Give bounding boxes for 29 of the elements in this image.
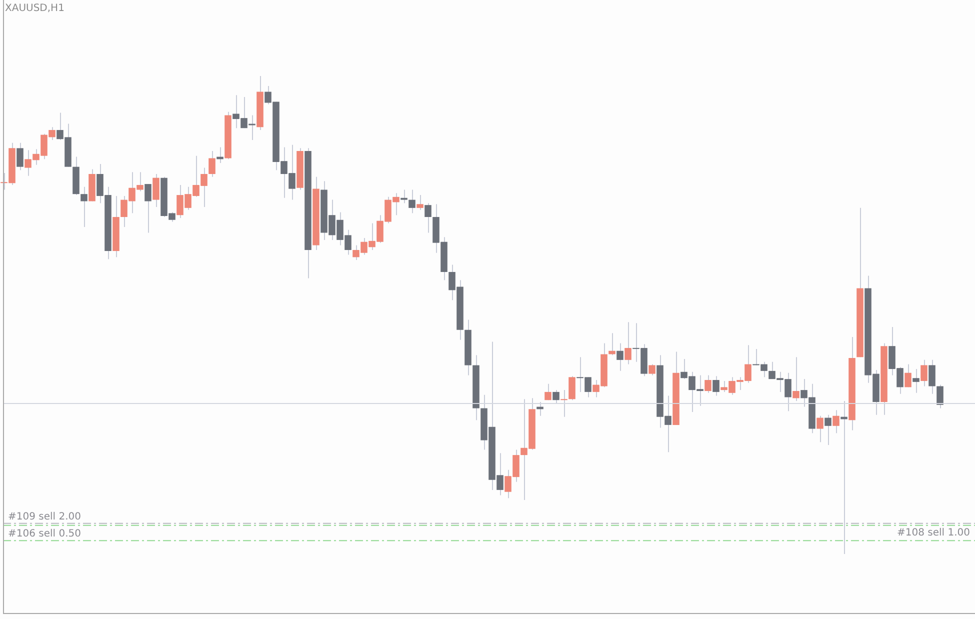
candlestick — [408, 189, 416, 214]
candlestick — [824, 414, 832, 446]
ref-line-label: #106 sell 0.50 — [8, 528, 82, 540]
candlestick — [648, 364, 656, 376]
candlestick — [912, 368, 920, 394]
candlestick — [400, 189, 408, 204]
candlestick — [712, 376, 720, 396]
candlestick — [144, 184, 152, 234]
candlestick — [16, 142, 24, 171]
chart-title: XAUUSD,H1 — [5, 3, 64, 14]
candlestick — [920, 359, 928, 387]
candlestick — [904, 364, 912, 388]
candlestick — [608, 332, 616, 356]
candlestick — [832, 410, 840, 434]
candlestick — [616, 342, 624, 372]
candlestick — [152, 173, 160, 208]
candlestick — [928, 359, 936, 394]
candlestick — [80, 186, 88, 228]
ref-line-label: #109 sell 2.00 — [8, 512, 82, 523]
candlestick — [544, 383, 552, 401]
candlestick — [792, 356, 800, 402]
candlestick — [568, 376, 576, 401]
ref-line-label: #108 sell 1.00 — [896, 527, 970, 538]
candlestick — [704, 374, 712, 394]
candlestick — [424, 202, 432, 234]
candlestick — [416, 194, 424, 210]
candlestick — [816, 415, 824, 443]
candlestick — [208, 150, 216, 178]
candlestick — [624, 322, 632, 365]
